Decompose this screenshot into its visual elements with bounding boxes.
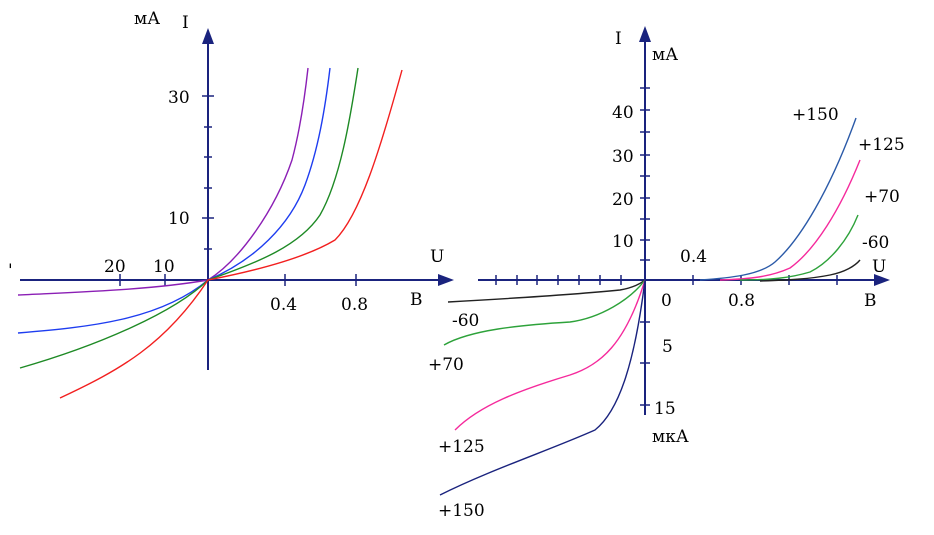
right-x-axis-label: U — [872, 257, 886, 277]
left-x-axis-arrow — [438, 274, 454, 286]
right-x-tick-label: 0.8 — [728, 291, 755, 311]
right-y-tick-label-neg: 5 — [662, 337, 673, 357]
left-x-tick-label: 0.8 — [341, 295, 368, 315]
right-curve-60-neg — [447, 279, 646, 303]
right-curve-150-pos — [699, 117, 857, 281]
right-series-label: +150 — [438, 501, 485, 521]
right-curve-70-pos — [739, 214, 859, 281]
right-curve-150-neg — [439, 279, 646, 496]
right-curve-125-pos — [719, 159, 861, 281]
right-y-tick-label-neg: 15 — [654, 399, 676, 419]
right-y-unit-neg: мкА — [652, 427, 689, 447]
left-x-axis-label: U — [430, 247, 444, 267]
right-panel: I мА 40 30 20 10 0.4 0.8 0 5 15 мкА U В … — [428, 26, 905, 521]
right-series-label: +70 — [428, 355, 464, 375]
left-stray-mark: ' — [8, 261, 13, 281]
left-panel: мА I 30 10 20 10 0.4 0.8 U В ' — [8, 9, 454, 399]
right-y-axis-label: I — [615, 29, 622, 49]
left-x-unit: В — [410, 290, 423, 310]
left-y-tick-label: 10 — [168, 209, 190, 229]
right-y-tick-label: 40 — [612, 103, 634, 123]
left-curve-green — [19, 67, 359, 369]
right-series-label: +125 — [858, 135, 905, 155]
left-x-tick-label: 0.4 — [270, 295, 297, 315]
right-series-label: +70 — [864, 187, 900, 207]
right-y-tick-label: 10 — [612, 232, 634, 252]
right-x-axis-arrow — [874, 274, 890, 286]
left-curve-blue — [17, 67, 331, 334]
right-curve-60-pos — [759, 259, 861, 282]
left-y-axis-arrow — [202, 28, 214, 44]
left-y-unit: мА — [134, 9, 160, 29]
left-curve-red — [59, 69, 403, 399]
right-series-label: +150 — [792, 105, 839, 125]
left-curve-purple — [17, 67, 309, 296]
left-x-tick-label-neg: 20 — [104, 257, 126, 277]
right-y-tick-label: 30 — [612, 147, 634, 167]
right-series-label: -60 — [452, 311, 479, 331]
right-curve-70-neg — [443, 279, 646, 346]
right-curve-125-neg — [454, 279, 646, 431]
left-y-tick-label: 30 — [168, 88, 190, 108]
left-y-axis-label: I — [182, 13, 189, 33]
right-x-zero-label: 0 — [661, 291, 672, 311]
right-x-unit: В — [864, 291, 877, 311]
right-series-label: +125 — [438, 437, 485, 457]
right-x-tick-label: 0.4 — [680, 247, 707, 267]
right-y-tick-label: 20 — [612, 190, 634, 210]
right-series-label: -60 — [862, 233, 889, 253]
left-x-tick-label-neg: 10 — [153, 257, 175, 277]
right-y-axis-arrow — [639, 26, 651, 42]
right-y-unit-pos: мА — [652, 45, 678, 65]
